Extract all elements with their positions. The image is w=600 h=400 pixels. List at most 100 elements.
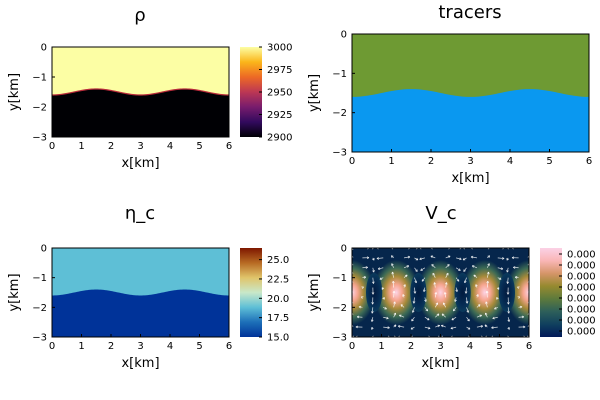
vc-arrow-head (390, 255, 394, 258)
rho-colorbar: 3000 2975 2950 2925 2900 (240, 43, 292, 144)
vc-velocity-arrow (470, 256, 478, 259)
vc-arrow-head (412, 301, 416, 304)
vc-velocity-arrow (434, 282, 436, 288)
vc-arrow-head (411, 318, 414, 322)
vc-velocity-arrow (413, 297, 415, 304)
vc-velocity-arrow (419, 257, 425, 260)
vc-xtick-label: 4 (467, 341, 473, 352)
eta-ytick-label: −1 (32, 273, 47, 284)
vc-hot-spot (352, 259, 376, 326)
vc-arrow-head (407, 255, 411, 259)
vc-arrow-head (492, 316, 495, 320)
vc-colorbar-tick-label: 0.000 (567, 283, 596, 294)
tracers-heatmap (352, 34, 589, 152)
vc-velocity-arrow (487, 263, 490, 268)
vc-arrow-head (436, 313, 440, 317)
vc-arrow-head (442, 302, 446, 306)
vc-arrow-head (411, 310, 415, 313)
vc-arrow-head (500, 267, 504, 270)
vc-velocity-arrow (434, 302, 438, 308)
vc-arrow-head (379, 277, 383, 280)
vc-velocity-arrow (456, 257, 462, 260)
vc-arrow-head (479, 314, 483, 318)
vc-xtick-label: 0 (349, 341, 355, 352)
vc-arrow-head (506, 281, 510, 284)
vc-ytick-label: −3 (332, 333, 347, 344)
vc-arrow-head (371, 311, 374, 314)
eta-xtick-label: 0 (49, 341, 55, 352)
eta-colorbar-tick-label: 15.0 (267, 333, 289, 344)
vc-arrow-head (387, 326, 390, 329)
vc-velocity-arrow (443, 302, 447, 308)
vc-arrow-head (475, 284, 478, 287)
vc-arrow-head (376, 257, 380, 260)
tracers-xtick-label: 6 (586, 156, 592, 167)
vc-velocity-arrow (424, 326, 431, 329)
rho-colorbar-gradient (240, 47, 262, 137)
vc-velocity-arrow (430, 255, 436, 259)
vc-arrow-head (404, 274, 408, 278)
vc-arrow-head (433, 282, 437, 285)
eta-xtick-label: 2 (108, 341, 114, 352)
vc-velocity-arrow (506, 267, 509, 273)
vc-velocity-arrow (411, 317, 415, 322)
tracers-ytick-label: 0 (341, 30, 347, 41)
eta-ytick-label: −2 (32, 303, 47, 314)
rho-axes: 0 1 2 3 4 5 6 0 −1 −2 −3 x[km] y[km] ρ (7, 5, 232, 171)
vc-arrow-head (406, 265, 410, 268)
vc-arrow-head (425, 308, 429, 312)
rho-xtick-label: 6 (226, 141, 232, 152)
tracers-title: tracers (438, 2, 501, 23)
vc-arrow-head (452, 308, 456, 312)
eta-colorbar-tick-label: 17.5 (267, 313, 289, 324)
vc-arrow-head (381, 287, 385, 290)
vc-velocity-arrow (464, 277, 467, 283)
vc-velocity-arrow (485, 301, 488, 308)
vc-arrow-head (393, 324, 397, 328)
vc-velocity-arrow (391, 263, 394, 268)
eta-lower-layer (52, 289, 229, 337)
vc-arrow-head (464, 291, 468, 294)
vc-colorbar-gradient (540, 248, 562, 337)
tracers-ytick-label: −2 (332, 108, 347, 119)
rho-interface-edge (52, 88, 229, 96)
vc-velocity-arrow (432, 273, 436, 278)
vc-velocity-arrow (371, 317, 374, 322)
eta-heatmap (52, 248, 229, 337)
vc-arrow-head (426, 317, 430, 321)
vc-velocity-arrow (476, 325, 483, 328)
vc-arrow-head (403, 284, 406, 287)
vc-ytick-label: −2 (332, 303, 347, 314)
vc-velocity-arrow (497, 267, 504, 270)
vc-arrow-head (462, 257, 466, 261)
rho-xlabel: x[km] (121, 156, 159, 171)
vc-velocity-arrow (497, 257, 505, 259)
vc-arrow-head (446, 272, 449, 276)
eta-axes: 0 1 2 3 4 5 6 0 −1 −2 −3 x[km] y[km] η_c (7, 203, 232, 371)
vc-velocity-arrow (435, 325, 440, 328)
vc-heatmap (352, 248, 529, 337)
vc-arrow-head (370, 319, 374, 322)
vc-velocity-arrow (414, 287, 416, 294)
vc-arrow-head (477, 304, 481, 307)
vc-velocity-arrow (453, 307, 457, 312)
rho-colorbar-tick-label: 3000 (267, 43, 292, 54)
vc-arrow-head (432, 272, 435, 276)
vc-velocity-arrow (492, 316, 498, 319)
vc-arrow-head (507, 327, 510, 330)
vc-velocity-arrow (431, 264, 436, 269)
vc-ylabel: y[km] (307, 273, 322, 311)
vc-velocity-arrow (383, 316, 389, 319)
vc-velocity-arrow (445, 255, 451, 259)
vc-arrow-head (459, 257, 462, 261)
vc-arrow-head (450, 326, 454, 330)
vc-arrow-head (393, 312, 397, 316)
eta-xlabel: x[km] (121, 356, 159, 371)
eta-ytick-label: −3 (32, 333, 47, 344)
vc-arrow-head (435, 302, 439, 306)
rho-colorbar-tick-label: 2975 (267, 65, 292, 76)
vc-arrow-head (431, 264, 434, 267)
vc-arrow-head (486, 280, 490, 284)
vc-velocity-arrow (424, 316, 430, 321)
